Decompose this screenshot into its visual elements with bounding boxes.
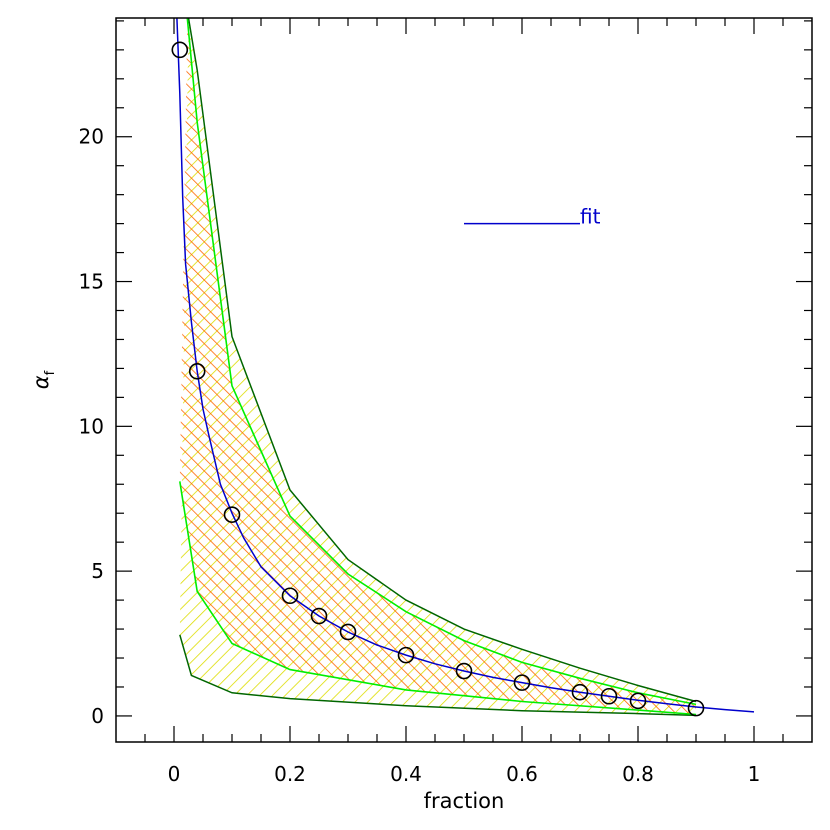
- data-point: [513, 674, 531, 691]
- data-point: [571, 683, 589, 701]
- x-tick-label: 0.6: [506, 762, 538, 786]
- x-tick-label: 0.4: [390, 762, 422, 786]
- inner-upper-line: [186, 18, 697, 706]
- confidence-bands: [179, 18, 697, 716]
- data-point: [223, 506, 241, 523]
- data-point: [600, 687, 618, 705]
- data-point: [455, 662, 473, 680]
- data-point: [397, 646, 415, 664]
- y-tick-label: 10: [79, 414, 104, 438]
- y-tick-label: 5: [91, 559, 104, 583]
- fit-line: [176, 18, 755, 713]
- y-axis-label-sub: f: [43, 370, 58, 375]
- legend-fit-label: fit: [580, 205, 601, 229]
- x-tick-label: 0.2: [274, 762, 306, 786]
- data-point: [687, 699, 705, 717]
- legend: fit: [464, 205, 601, 229]
- data-point: [171, 41, 189, 59]
- outer-upper-line: [187, 18, 697, 703]
- plot-area: [171, 18, 755, 717]
- fit-layer: [176, 18, 755, 713]
- x-tick-label: 0: [168, 762, 181, 786]
- inner-lower-line: [179, 481, 697, 716]
- band-lines: [179, 18, 697, 717]
- y-tick-label: 15: [79, 270, 104, 294]
- x-axis-label: fraction: [424, 789, 505, 813]
- data-point: [281, 587, 299, 605]
- y-axis-label-main: α: [29, 375, 53, 389]
- x-tick-label: 0.8: [622, 762, 654, 786]
- y-axis-label: αf: [29, 370, 58, 389]
- outer-lower-line: [179, 634, 697, 717]
- data-point: [188, 363, 206, 380]
- inner-band-fill: [179, 18, 697, 715]
- y-tick-label: 20: [79, 125, 104, 149]
- data-points: [171, 41, 705, 717]
- data-point: [339, 623, 357, 641]
- y-tick-label: 0: [91, 704, 104, 728]
- x-tick-label: 1: [748, 762, 761, 786]
- data-point: [629, 692, 647, 710]
- data-point: [310, 607, 328, 625]
- axis-ticks: [116, 18, 812, 742]
